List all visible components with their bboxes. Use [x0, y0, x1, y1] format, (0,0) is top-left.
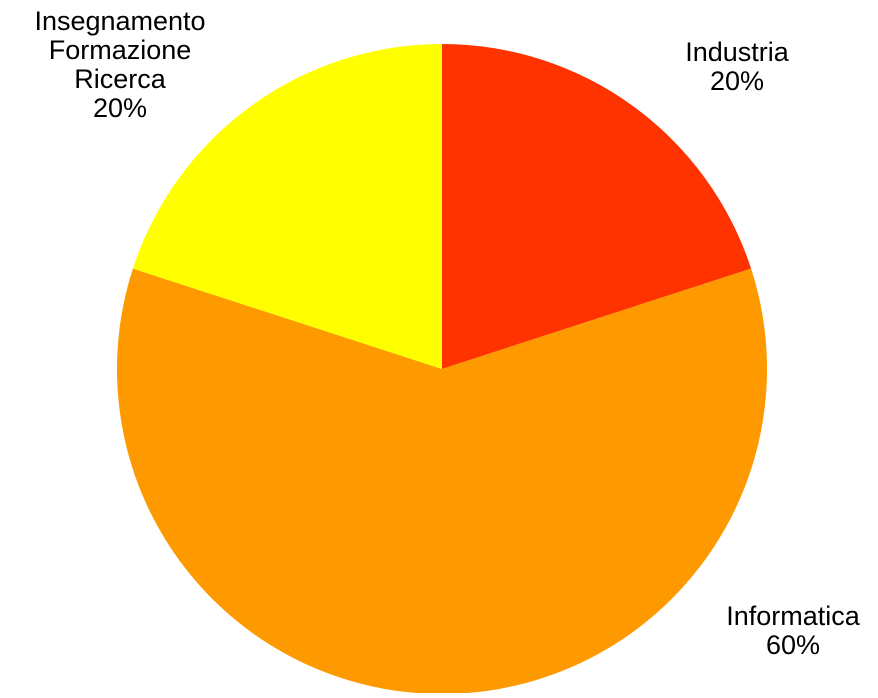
pie-slice-industria: [442, 44, 752, 369]
pie-slice-informatica: [117, 268, 768, 695]
pie-labels: Industria 20%Informatica 60%Insegnamento Fo…: [34, 6, 860, 660]
slice-value-label: 20%: [93, 93, 147, 123]
slice-label-line: Industria: [685, 37, 790, 67]
slice-label-insegnamento-formazione-ricerca: Insegnamento Formazione Ricerca 20%: [34, 6, 205, 123]
pie-slice-insegnamento-formazione-ricerca: [132, 44, 442, 369]
slice-label-line: Formazione: [49, 35, 192, 65]
slice-value-label: 20%: [710, 66, 764, 96]
slice-value-label: 60%: [766, 630, 820, 660]
slice-label-line: Informatica: [726, 601, 861, 631]
slice-label-line: Ricerca: [74, 64, 167, 94]
slice-label-informatica: Informatica 60%: [726, 601, 861, 660]
slice-label-industria: Industria 20%: [685, 37, 790, 96]
pie-slices: [117, 44, 768, 695]
slice-label-line: Insegnamento: [34, 6, 205, 36]
